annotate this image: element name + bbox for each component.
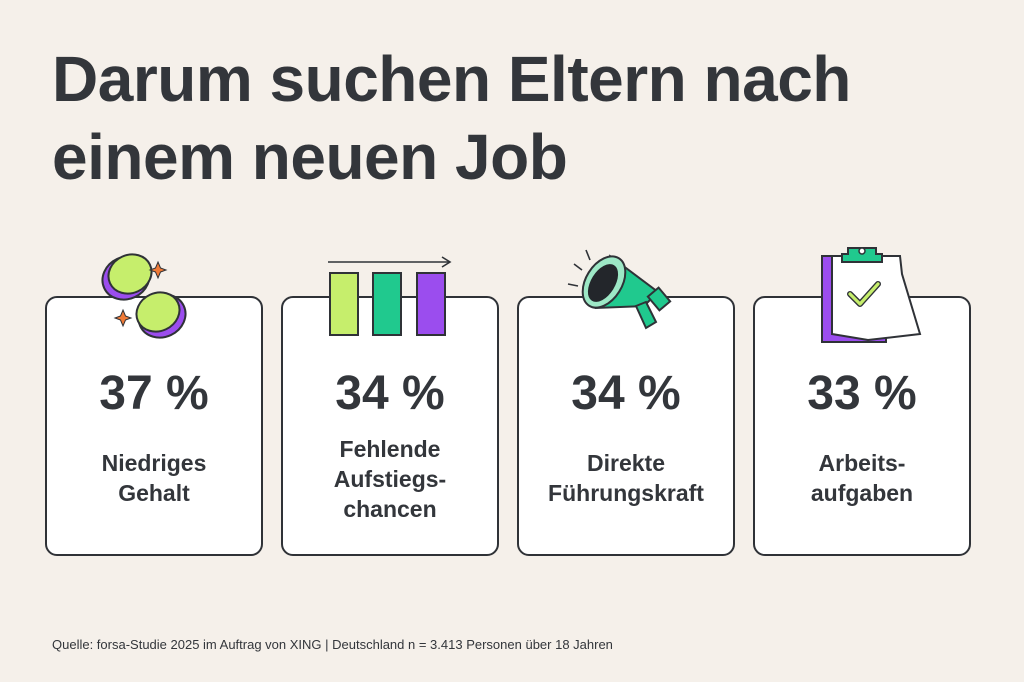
coins-icon: [101, 253, 187, 339]
stat-label-4-line-1: Arbeits-: [818, 450, 906, 476]
stat-label-1-line-2: Gehalt: [118, 480, 190, 506]
stat-label-2: Fehlende Aufstiegs- chancen: [283, 434, 497, 524]
stat-label-3: Direkte Führungskraft: [519, 448, 733, 508]
page-title: Darum suchen Eltern nach einem neuen Job: [52, 40, 851, 196]
megaphone-icon: [567, 249, 672, 330]
bar-chart-icon: [328, 256, 452, 336]
stat-cards: 37 % Niedriges Gehalt 34 % Fehlende Aufs…: [45, 296, 975, 558]
stat-label-3-line-2: Führungskraft: [548, 480, 704, 506]
stat-label-2-line-3: chancen: [343, 496, 437, 522]
coin-bottom: [135, 291, 187, 339]
stat-value-4: 33 %: [807, 367, 917, 420]
coin-top: [101, 253, 153, 301]
stat-value-2: 34 %: [335, 367, 445, 420]
bar-green: [372, 272, 402, 336]
stat-value-1: 37 %: [99, 367, 209, 420]
sparkle-bottom: [113, 308, 133, 328]
stat-label-4: Arbeits- aufgaben: [755, 448, 969, 508]
title-line-1: Darum suchen Eltern nach: [52, 43, 851, 115]
stat-label-2-line-1: Fehlende: [339, 436, 441, 462]
stat-value-3: 34 %: [571, 367, 681, 420]
stat-card-2: 34 % Fehlende Aufstiegs- chancen: [281, 296, 499, 556]
bar-purple: [416, 272, 446, 336]
stat-card-3: 34 % Direkte Führungskraft: [517, 296, 735, 556]
stat-label-3-line-1: Direkte: [587, 450, 665, 476]
source-footer: Quelle: forsa-Studie 2025 im Auftrag von…: [52, 637, 613, 652]
title-line-2: einem neuen Job: [52, 121, 568, 193]
stat-card-1: 37 % Niedriges Gehalt: [45, 296, 263, 556]
stat-card-4: 33 % Arbeits- aufgaben: [753, 296, 971, 556]
bar-lime: [329, 272, 359, 336]
stat-label-1: Niedriges Gehalt: [47, 448, 261, 508]
clipboard-check-icon: [821, 247, 922, 343]
stat-label-4-line-2: aufgaben: [810, 480, 914, 506]
stat-label-2-line-2: Aufstiegs-: [333, 466, 447, 492]
stat-label-1-line-1: Niedriges: [101, 450, 207, 476]
sparkle-top: [148, 260, 168, 280]
